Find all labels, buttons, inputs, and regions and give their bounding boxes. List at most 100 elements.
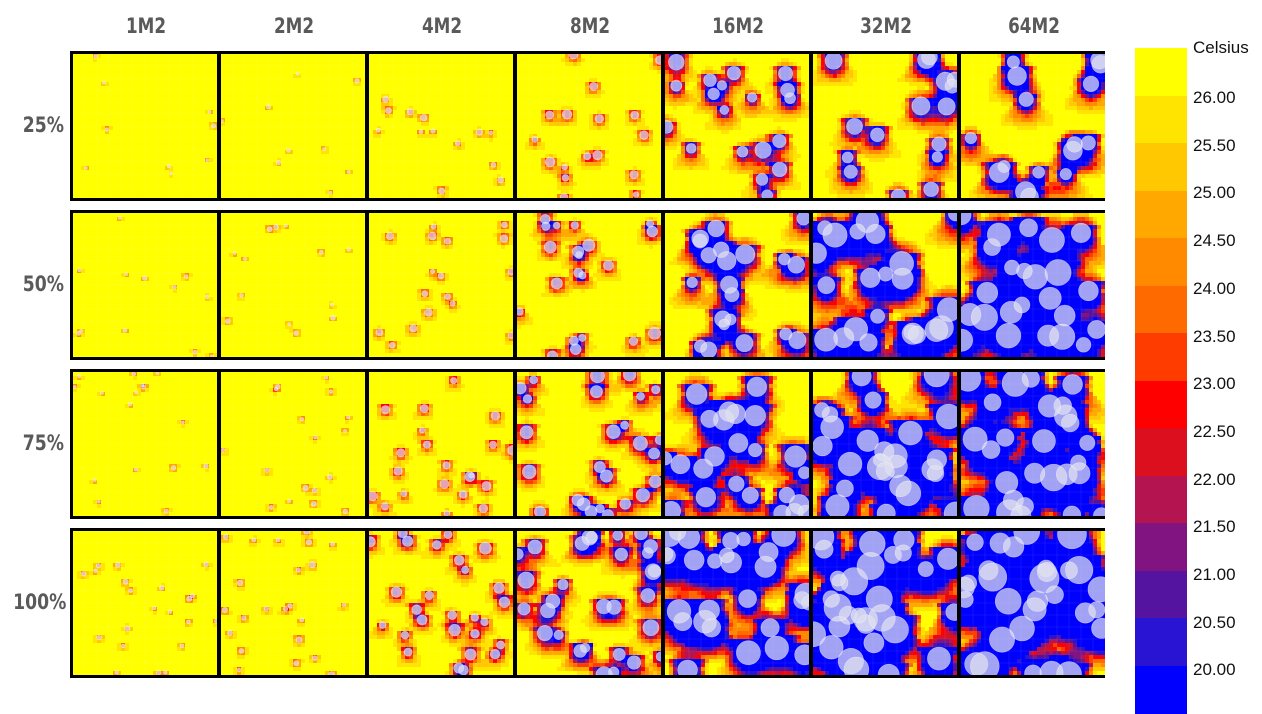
- temperature-pixel: [865, 190, 869, 194]
- temperature-pixel: [665, 98, 669, 102]
- temperature-pixel: [697, 297, 701, 301]
- temperature-pixel: [789, 233, 793, 237]
- temperature-pixel: [741, 281, 745, 285]
- temperature-pixel: [685, 74, 689, 78]
- temperature-pixel: [697, 102, 701, 106]
- temperature-pixel: [845, 110, 849, 114]
- temperature-pixel: [953, 94, 957, 98]
- tree-canopy: [633, 192, 639, 198]
- temperature-pixel: [177, 285, 181, 289]
- temperature-pixel: [877, 150, 881, 154]
- temperature-pixel: [493, 178, 497, 182]
- temperature-pixel: [577, 285, 581, 289]
- temperature-pixel: [569, 241, 573, 245]
- temperature-pixel: [793, 186, 797, 190]
- temperature-pixel: [925, 134, 929, 138]
- temperature-pixel: [785, 130, 789, 134]
- temperature-pixel: [717, 118, 721, 122]
- temperature-pixel: [1097, 134, 1101, 138]
- temperature-pixel: [961, 142, 965, 146]
- temperature-pixel: [1017, 166, 1021, 170]
- temperature-pixel: [693, 337, 697, 341]
- temperature-pixel: [585, 265, 589, 269]
- temperature-pixel: [573, 122, 577, 126]
- temperature-pixel: [933, 90, 937, 94]
- temperature-pixel: [733, 122, 737, 126]
- temperature-pixel: [445, 305, 449, 309]
- temperature-pixel: [853, 78, 857, 82]
- temperature-pixel: [749, 106, 753, 110]
- temperature-pixel: [721, 297, 725, 301]
- temperature-pixel: [1013, 158, 1017, 162]
- temperature-pixel: [789, 166, 793, 170]
- temperature-pixel: [777, 281, 781, 285]
- temperature-pixel: [573, 277, 577, 281]
- temperature-pixel: [1017, 174, 1021, 178]
- temperature-pixel: [1009, 122, 1013, 126]
- temperature-pixel: [1053, 154, 1057, 158]
- temperature-pixel: [945, 62, 949, 66]
- temperature-pixel: [933, 170, 937, 174]
- temperature-pixel: [1077, 194, 1081, 198]
- tree-canopy: [105, 128, 108, 131]
- temperature-pixel: [845, 114, 849, 118]
- temperature-pixel: [833, 174, 837, 178]
- temperature-pixel: [845, 190, 849, 194]
- temperature-pixel: [993, 94, 997, 98]
- temperature-pixel: [1009, 182, 1013, 186]
- temperature-pixel: [541, 162, 545, 166]
- temperature-pixel: [869, 126, 873, 130]
- temperature-pixel: [689, 58, 693, 62]
- temperature-pixel: [553, 297, 557, 301]
- temperature-pixel: [997, 122, 1001, 126]
- tree-canopy: [439, 188, 445, 194]
- temperature-pixel: [565, 62, 569, 66]
- temperature-pixel: [1013, 110, 1017, 114]
- temperature-pixel: [981, 186, 985, 190]
- temperature-pixel: [937, 221, 941, 225]
- temperature-pixel: [701, 110, 705, 114]
- temperature-pixel: [937, 122, 941, 126]
- temperature-pixel: [1045, 186, 1049, 190]
- temperature-pixel: [377, 337, 381, 341]
- temperature-pixel: [845, 74, 849, 78]
- temperature-pixel: [961, 130, 965, 134]
- temperature-pixel: [201, 297, 205, 301]
- temperature-pixel: [617, 269, 621, 273]
- temperature-pixel: [693, 106, 697, 110]
- temperature-pixel: [773, 66, 777, 70]
- temperature-pixel: [1093, 106, 1097, 110]
- temperature-pixel: [745, 74, 749, 78]
- temperature-pixel: [865, 154, 869, 158]
- temperature-pixel: [697, 90, 701, 94]
- temperature-pixel: [837, 186, 841, 190]
- temperature-pixel: [673, 126, 677, 130]
- temperature-pixel: [849, 134, 853, 138]
- temperature-pixel: [1069, 194, 1073, 198]
- temperature-pixel: [621, 273, 625, 277]
- temperature-pixel: [885, 225, 889, 229]
- temperature-pixel: [793, 325, 797, 329]
- temperature-pixel: [729, 114, 733, 118]
- temperature-pixel: [689, 305, 693, 309]
- temperature-pixel: [1025, 126, 1029, 130]
- temperature-pixel: [789, 353, 793, 357]
- temperature-pixel: [853, 138, 857, 142]
- temperature-pixel: [485, 134, 489, 138]
- temperature-pixel: [1033, 114, 1037, 118]
- temperature-pixel: [865, 146, 869, 150]
- temperature-pixel: [793, 221, 797, 225]
- temperature-pixel: [705, 110, 709, 114]
- temperature-pixel: [677, 289, 681, 293]
- temperature-pixel: [637, 349, 641, 353]
- tree-canopy: [243, 257, 246, 260]
- temperature-pixel: [941, 58, 945, 62]
- temperature-pixel: [1073, 186, 1077, 190]
- temperature-pixel: [837, 122, 841, 126]
- temperature-pixel: [1041, 118, 1045, 122]
- temperature-pixel: [761, 162, 765, 166]
- temperature-pixel: [1001, 194, 1005, 198]
- temperature-pixel: [981, 182, 985, 186]
- temperature-pixel: [749, 138, 753, 142]
- temperature-pixel: [865, 150, 869, 154]
